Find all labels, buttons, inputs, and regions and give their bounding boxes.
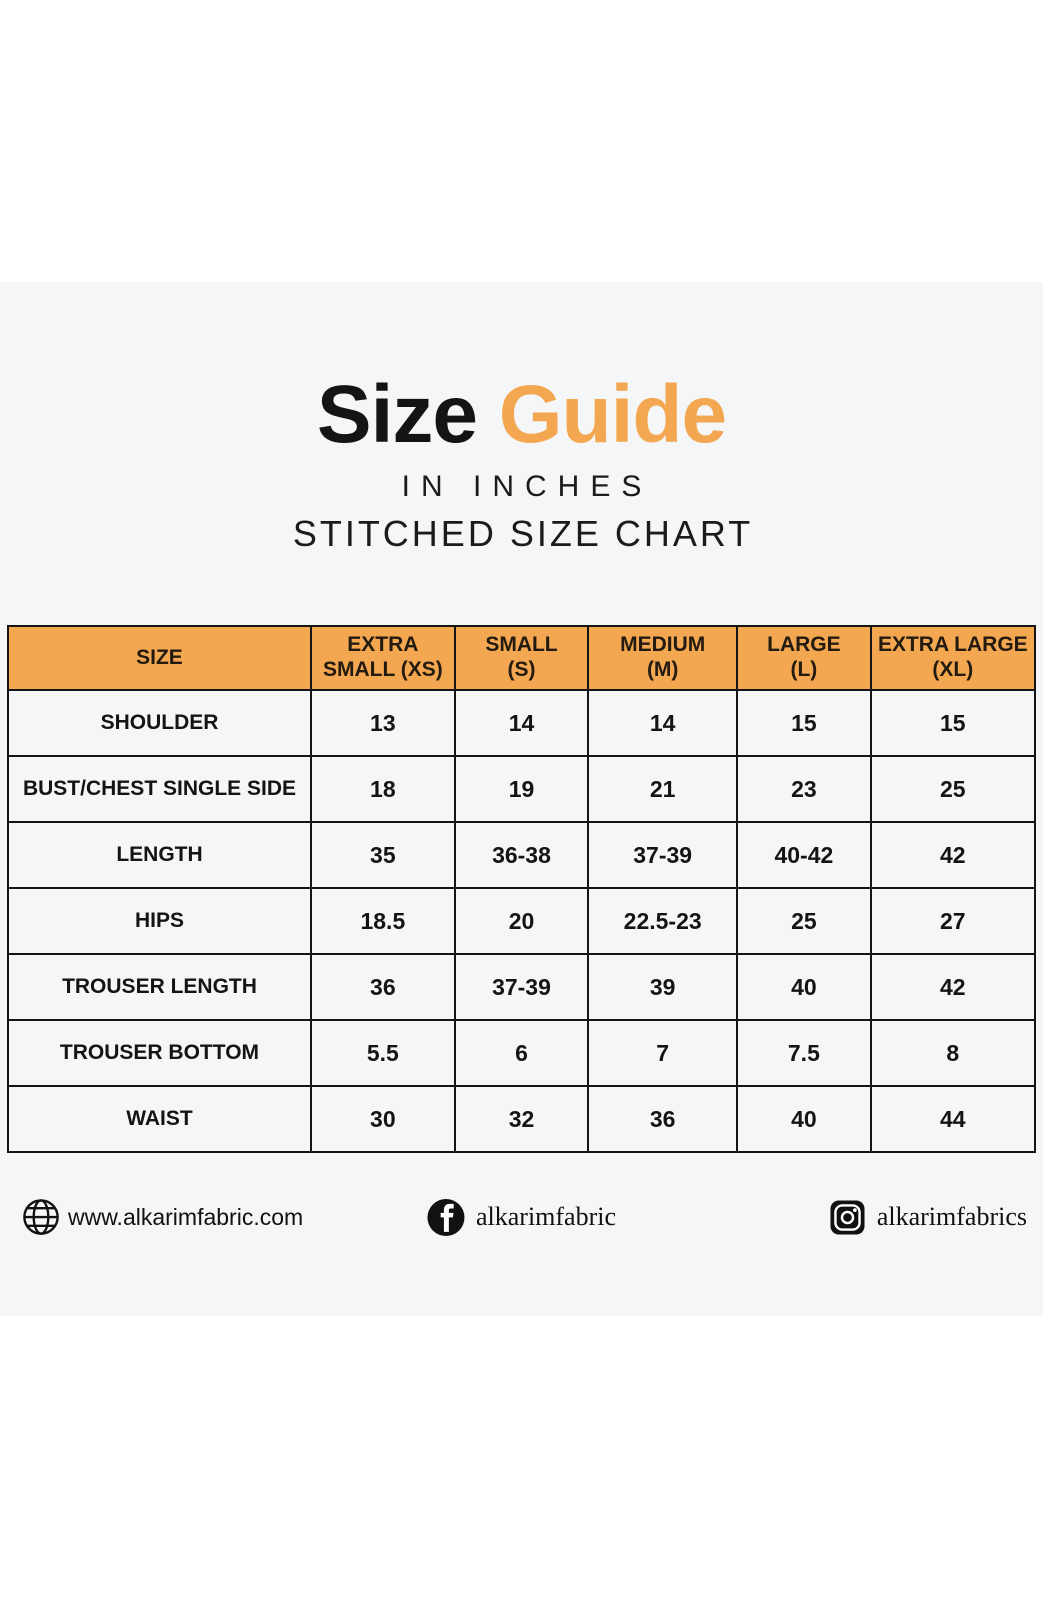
size-value-cell: 23 (736, 755, 872, 823)
size-value-cell: 20 (453, 887, 590, 955)
size-value-cell: 30 (309, 1085, 456, 1153)
size-value-cell: 40 (736, 953, 872, 1021)
size-value-cell: 22.5-23 (587, 887, 739, 955)
size-guide-panel: Size Guide IN INCHES STITCHED SIZE CHART… (0, 282, 1043, 1316)
row-label: TROUSER BOTTOM (7, 1019, 312, 1087)
size-value-cell: 32 (453, 1085, 590, 1153)
facebook-handle: alkarimfabric (475, 1202, 617, 1231)
footer-instagram: alkarimfabrics (830, 1189, 1027, 1245)
column-header-extra-small: EXTRA SMALL (XS) (309, 625, 456, 691)
table-row-shoulder: SHOULDER 13 14 14 15 15 (7, 689, 1037, 757)
title-word-size: Size (316, 369, 478, 460)
size-value-cell: 7.5 (736, 1019, 872, 1087)
size-value-cell: 39 (587, 953, 739, 1021)
table-row-hips: HIPS 18.5 20 22.5-23 25 27 (7, 887, 1037, 955)
row-label: LENGTH (7, 821, 312, 889)
column-header-size: SIZE (7, 625, 312, 691)
size-value-cell: 14 (587, 689, 739, 757)
size-value-cell: 27 (869, 887, 1037, 955)
size-value-cell: 14 (453, 689, 590, 757)
bottom-margin (0, 1316, 1043, 1600)
size-value-cell: 18.5 (309, 887, 456, 955)
row-label: BUST/CHEST SINGLE SIDE (7, 755, 312, 823)
subtitle-chart-name: STITCHED SIZE CHART (292, 513, 754, 554)
size-value-cell: 8 (869, 1019, 1037, 1087)
footer: www.alkarimfabric.com alkarimfabric (0, 1189, 1043, 1245)
size-value-cell: 35 (309, 821, 456, 889)
size-value-cell: 15 (869, 689, 1037, 757)
size-value-cell: 36 (309, 953, 456, 1021)
size-value-cell: 19 (453, 755, 590, 823)
table-row-trouser-bottom: TROUSER BOTTOM 5.5 6 7 7.5 8 (7, 1019, 1037, 1087)
page-title: Size Guide (0, 374, 1043, 456)
instagram-icon (830, 1199, 865, 1235)
header-row: SIZE EXTRA SMALL (XS) SMALL (S) MEDIUM (… (7, 625, 1037, 691)
column-header-large: LARGE (L) (736, 625, 872, 691)
instagram-handle: alkarimfabrics (876, 1202, 1027, 1231)
row-label: WAIST (7, 1085, 312, 1153)
size-value-cell: 40 (736, 1085, 872, 1153)
size-value-cell: 6 (453, 1019, 590, 1087)
size-chart-table: SIZE EXTRA SMALL (XS) SMALL (S) MEDIUM (… (7, 625, 1037, 1153)
footer-website: www.alkarimfabric.com (22, 1189, 303, 1245)
row-label: HIPS (7, 887, 312, 955)
globe-icon (22, 1198, 60, 1236)
table-row-length: LENGTH 35 36-38 37-39 40-42 42 (7, 821, 1037, 889)
size-value-cell: 13 (309, 689, 456, 757)
size-value-cell: 42 (869, 953, 1037, 1021)
size-value-cell: 21 (587, 755, 739, 823)
size-value-cell: 5.5 (309, 1019, 456, 1087)
row-label: TROUSER LENGTH (7, 953, 312, 1021)
footer-facebook: alkarimfabric (426, 1189, 617, 1245)
size-value-cell: 37-39 (453, 953, 590, 1021)
size-value-cell: 7 (587, 1019, 739, 1087)
size-value-cell: 25 (869, 755, 1037, 823)
row-label: SHOULDER (7, 689, 312, 757)
table-row-trouser-length: TROUSER LENGTH 36 37-39 39 40 42 (7, 953, 1037, 1021)
size-value-cell: 40-42 (736, 821, 872, 889)
size-value-cell: 36 (587, 1085, 739, 1153)
size-value-cell: 44 (869, 1085, 1037, 1153)
column-header-medium: MEDIUM (M) (587, 625, 739, 691)
size-value-cell: 25 (736, 887, 872, 955)
subtitle-units: IN INCHES (401, 470, 653, 503)
column-header-extra-large: EXTRA LARGE (XL) (869, 625, 1037, 691)
facebook-icon (426, 1198, 464, 1236)
top-margin (0, 0, 1043, 282)
title-word-guide: Guide (498, 369, 727, 460)
size-value-cell: 36-38 (453, 821, 590, 889)
table-row-bust-chest: BUST/CHEST SINGLE SIDE 18 19 21 23 25 (7, 755, 1037, 823)
size-value-cell: 42 (869, 821, 1037, 889)
column-header-small: SMALL (S) (453, 625, 590, 691)
table-row-waist: WAIST 30 32 36 40 44 (7, 1085, 1037, 1153)
size-value-cell: 15 (736, 689, 872, 757)
website-url: www.alkarimfabric.com (68, 1203, 304, 1230)
size-value-cell: 18 (309, 755, 456, 823)
size-value-cell: 37-39 (587, 821, 739, 889)
